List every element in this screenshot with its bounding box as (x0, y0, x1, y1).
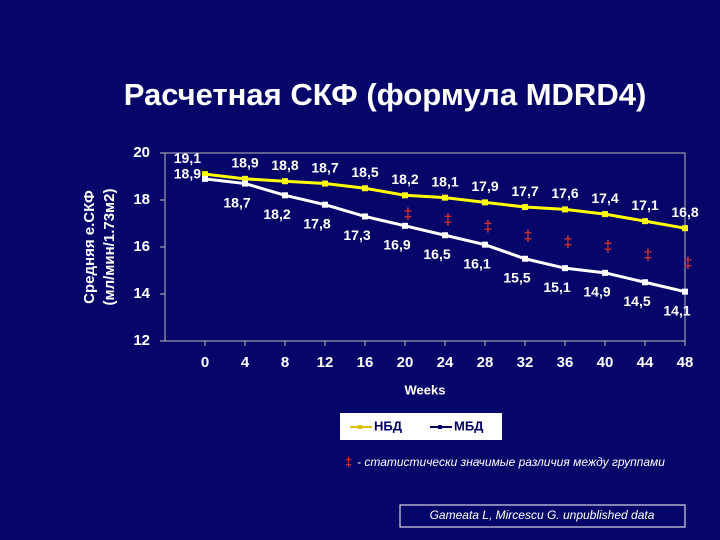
data-label: 17,1 (631, 197, 658, 213)
x-tick-label: 44 (637, 354, 654, 371)
data-label: 18,2 (263, 206, 290, 222)
significance-marker: ‡ (524, 228, 533, 245)
data-label: 17,7 (511, 183, 538, 199)
data-label: 14,1 (663, 302, 690, 318)
footnote-marker: ‡ (345, 454, 352, 469)
significance-marker: ‡ (604, 239, 613, 256)
data-label: 17,4 (591, 190, 618, 206)
data-label: 18,8 (271, 157, 298, 173)
point (442, 232, 448, 239)
x-tick-label: 36 (557, 354, 574, 371)
data-label: 17,8 (303, 215, 330, 231)
data-label: 18,2 (391, 171, 418, 187)
point (602, 211, 608, 218)
data-label: 18,7 (223, 194, 250, 210)
data-label: 16,5 (423, 246, 450, 262)
point (522, 255, 528, 262)
point (242, 180, 248, 187)
legend-label: МБД (454, 418, 484, 433)
legend-label: НБД (374, 418, 403, 433)
significance-marker: ‡ (684, 255, 693, 272)
y-tick-label: 14 (133, 285, 150, 302)
x-tick-label: 24 (437, 354, 454, 371)
point (522, 204, 528, 211)
point (322, 180, 328, 187)
data-label: 14,9 (583, 284, 610, 300)
data-label: 18,5 (351, 164, 378, 180)
chart-title: Расчетная СКФ (формула MDRD4) (124, 77, 647, 112)
y-tick-label: 18 (133, 191, 150, 208)
x-tick-label: 40 (597, 354, 614, 371)
x-tick-label: 48 (677, 354, 694, 371)
y-tick-label: 20 (133, 144, 150, 161)
point (642, 279, 648, 286)
data-label: 19,1 (174, 150, 201, 166)
citation: Gameata L, Mircescu G. unpublished data (430, 508, 655, 522)
significance-marker: ‡ (644, 247, 653, 264)
point (442, 194, 448, 201)
legend-marker (358, 425, 362, 429)
point (562, 206, 568, 213)
y-tick-label: 12 (133, 332, 150, 349)
x-tick-label: 8 (281, 354, 289, 371)
x-tick-label: 16 (357, 354, 374, 371)
y-axis-label: Средняя е.СКФ (81, 190, 98, 304)
significance-marker: ‡ (444, 212, 453, 229)
citation-box (399, 504, 686, 528)
data-label: 16,8 (671, 204, 698, 220)
point (282, 192, 288, 199)
point (202, 171, 208, 178)
y-tick-label: 16 (133, 238, 150, 255)
point (362, 185, 368, 192)
x-tick-label: 4 (241, 354, 250, 371)
x-tick-label: 20 (397, 354, 414, 371)
data-label: 15,5 (503, 269, 530, 285)
significance-marker: ‡ (404, 206, 413, 223)
point (202, 175, 208, 182)
point (242, 175, 248, 182)
y-axis-label: (мл/мин/1.73м2) (101, 189, 118, 306)
legend-marker (438, 425, 442, 429)
point (682, 225, 688, 232)
x-tick-label: 28 (477, 354, 494, 371)
point (322, 201, 328, 208)
x-tick-label: 12 (317, 354, 334, 371)
data-label: 15,1 (543, 279, 570, 295)
data-label: 18,7 (311, 159, 338, 175)
point (642, 218, 648, 225)
point (602, 269, 608, 276)
point (282, 178, 288, 185)
x-axis-label: Weeks (405, 382, 446, 397)
footnote: - статистически значимые различия между … (357, 455, 665, 469)
data-label: 18,1 (431, 173, 458, 189)
data-label: 18,9 (174, 166, 201, 182)
x-tick-label: 32 (517, 354, 534, 371)
data-label: 17,6 (551, 185, 578, 201)
point (402, 192, 408, 199)
data-label: 14,5 (623, 293, 650, 309)
significance-marker: ‡ (564, 234, 573, 251)
point (402, 222, 408, 229)
point (482, 241, 488, 248)
data-label: 17,3 (343, 227, 370, 243)
data-label: 17,9 (471, 178, 498, 194)
point (482, 199, 488, 206)
data-label: 16,9 (383, 237, 410, 253)
point (362, 213, 368, 220)
point (682, 288, 688, 295)
data-label: 16,1 (463, 255, 490, 271)
significance-marker: ‡ (484, 219, 493, 236)
x-tick-label: 0 (201, 354, 209, 371)
point (562, 265, 568, 272)
data-label: 18,9 (231, 155, 258, 171)
